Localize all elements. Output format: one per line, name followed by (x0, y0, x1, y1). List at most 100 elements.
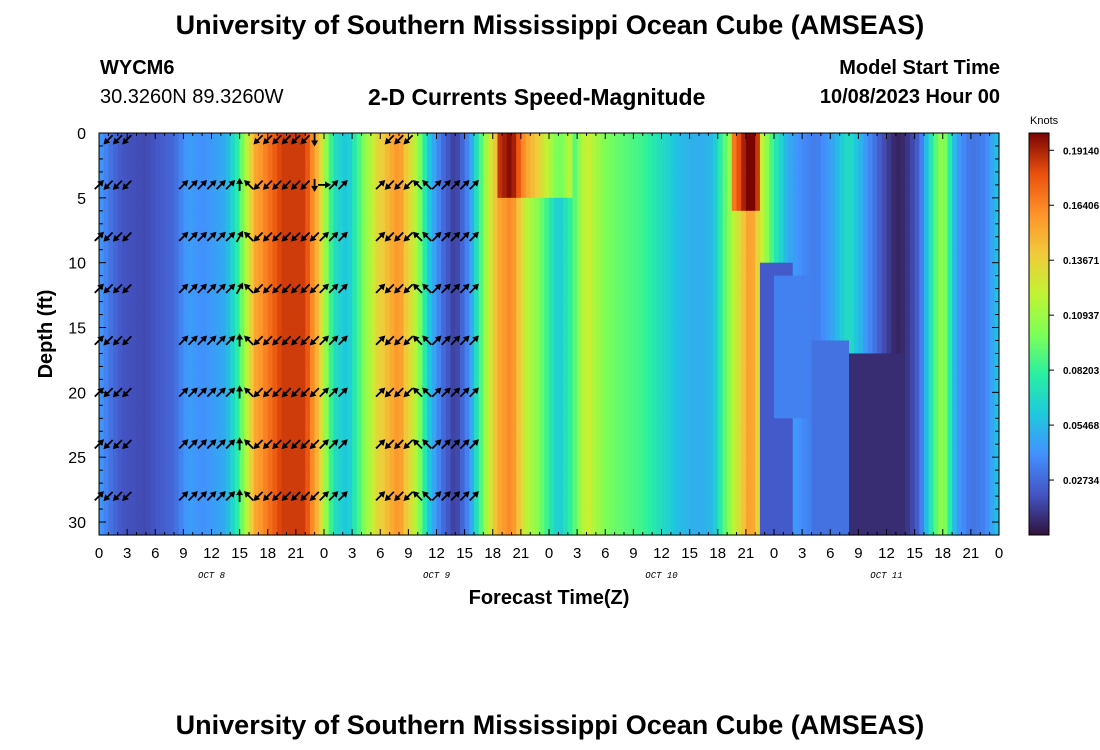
heatmap-cell (413, 288, 419, 303)
heatmap-cell (792, 431, 799, 445)
heatmap-cell (370, 262, 377, 277)
heatmap-cell (211, 353, 217, 368)
heatmap-cell (394, 366, 400, 380)
heatmap-cell (291, 288, 297, 303)
heatmap-cell (422, 457, 428, 471)
heatmap-cell (488, 353, 494, 368)
heatmap-cell (656, 301, 663, 316)
heatmap-cell (689, 210, 695, 225)
heatmap-cell (305, 327, 311, 342)
heatmap-cell (263, 236, 269, 251)
heatmap-cell (703, 366, 709, 380)
heatmap-cell (427, 444, 433, 458)
heatmap-cell (305, 236, 311, 251)
heatmap-cell (816, 366, 822, 380)
heatmap-cell (633, 457, 639, 471)
heatmap-cell (511, 457, 517, 471)
heatmap-cell (745, 509, 752, 523)
heatmap-cell (220, 418, 227, 432)
heatmap-cell (638, 327, 644, 342)
heatmap-cell (277, 509, 283, 523)
heatmap-cell (755, 392, 761, 406)
heatmap-cell (525, 262, 531, 277)
heatmap-cell (478, 145, 484, 160)
heatmap-cell (361, 522, 367, 536)
heatmap-cell (202, 483, 208, 497)
heatmap-cell (699, 327, 705, 342)
heatmap-cell (750, 288, 756, 303)
heatmap-cell (745, 366, 752, 380)
heatmap-cell (689, 197, 695, 212)
heatmap-cell (605, 236, 611, 251)
heatmap-cell (689, 522, 695, 536)
heatmap-cell (516, 145, 522, 160)
heatmap-cell (558, 431, 564, 445)
heatmap-cell (647, 262, 653, 277)
heatmap-cell (431, 158, 438, 173)
heatmap-cell (436, 184, 442, 199)
heatmap-cell (652, 301, 658, 316)
heatmap-cell (178, 418, 184, 432)
heatmap-cell (741, 431, 747, 445)
heatmap-cell (427, 288, 433, 303)
heatmap-cell (572, 418, 578, 432)
heatmap-cell (281, 444, 288, 458)
heatmap-cell (703, 405, 709, 419)
heatmap-cell (633, 223, 639, 238)
heatmap-cell (736, 197, 742, 212)
heatmap-cell (525, 184, 531, 199)
heatmap-cell (230, 184, 236, 199)
heatmap-cell (141, 327, 147, 342)
heatmap-cell (277, 522, 283, 536)
heatmap-cell (633, 210, 639, 225)
heatmap-cell (164, 483, 170, 497)
heatmap-cell (511, 236, 517, 251)
heatmap-cell (656, 133, 663, 147)
heatmap-cell (708, 158, 714, 173)
heatmap-cell (666, 340, 672, 355)
heatmap-cell (534, 470, 541, 484)
heatmap-cell (347, 509, 353, 523)
heatmap-cell (558, 197, 564, 212)
heatmap-cell (427, 340, 433, 355)
heatmap-cell (708, 340, 714, 355)
heatmap-cell (131, 133, 138, 147)
heatmap-cell (309, 405, 316, 419)
heatmap-cell (197, 379, 203, 393)
heatmap-cell (469, 133, 475, 147)
heatmap-cell (431, 314, 438, 329)
heatmap-cell (314, 184, 320, 199)
heatmap-cell (483, 522, 489, 536)
heatmap-cell (291, 145, 297, 160)
heatmap-cell (713, 496, 719, 510)
heatmap-cell (422, 249, 428, 264)
heatmap-cell (403, 418, 409, 432)
heatmap-cell (117, 171, 124, 186)
heatmap-cell (666, 470, 672, 484)
heatmap-cell (497, 133, 503, 147)
heatmap-cell (159, 210, 166, 225)
heatmap-cell (216, 288, 222, 303)
heatmap-cell (530, 431, 536, 445)
heatmap-cell (736, 262, 742, 277)
heatmap-cell (516, 158, 522, 173)
heatmap-cell (136, 392, 142, 406)
heatmap-cell (553, 288, 559, 303)
heatmap-cell (370, 496, 377, 510)
heatmap-cell (211, 496, 217, 510)
heatmap-cell (216, 158, 222, 173)
heatmap-cell (581, 379, 588, 393)
heatmap-cell (258, 158, 264, 173)
heatmap-cell (178, 145, 184, 160)
heatmap-cell (145, 262, 152, 277)
heatmap-cell (605, 275, 611, 290)
heatmap-cell (197, 249, 203, 264)
heatmap-cell (722, 353, 728, 368)
heatmap-cell (150, 366, 156, 380)
heatmap-cell (127, 262, 133, 277)
heatmap-cell (759, 210, 766, 225)
heatmap-cell (816, 405, 822, 419)
heatmap-cell (108, 262, 114, 277)
heatmap-cell (244, 353, 250, 368)
heatmap-cell (394, 197, 400, 212)
